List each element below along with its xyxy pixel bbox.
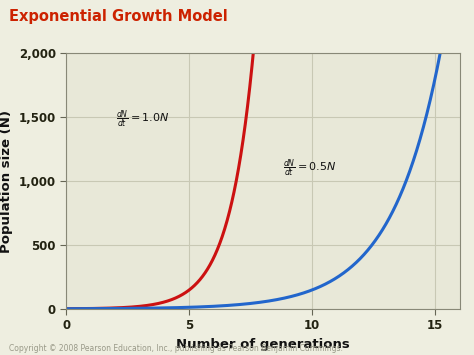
X-axis label: Number of generations: Number of generations — [176, 338, 350, 351]
Y-axis label: Population size (N): Population size (N) — [0, 110, 13, 252]
Text: Exponential Growth Model: Exponential Growth Model — [9, 9, 228, 24]
Text: $\frac{dN}{dt}$$=1.0N$: $\frac{dN}{dt}$$=1.0N$ — [116, 109, 169, 130]
Text: Copyright © 2008 Pearson Education, Inc., publishing as Pearson Benjamin Cumming: Copyright © 2008 Pearson Education, Inc.… — [9, 344, 343, 353]
Text: $\frac{dN}{dt}$$=0.5N$: $\frac{dN}{dt}$$=0.5N$ — [283, 158, 336, 179]
